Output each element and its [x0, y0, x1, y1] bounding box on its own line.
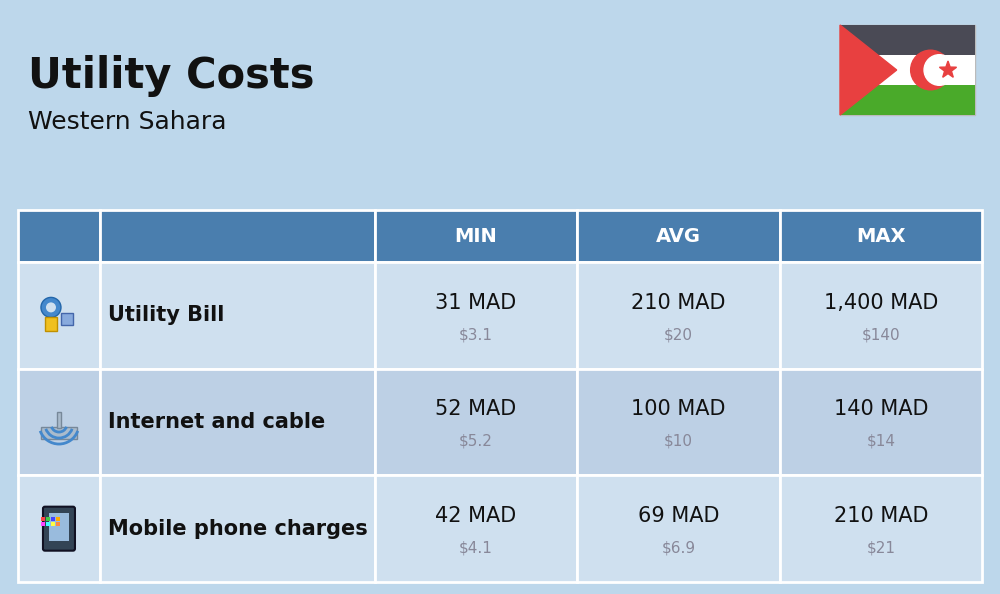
Text: MIN: MIN	[455, 226, 497, 245]
Bar	[375, 262, 577, 369]
Text: $4.1: $4.1	[459, 541, 493, 555]
Bar	[780, 262, 982, 369]
Text: 140 MAD: 140 MAD	[834, 399, 928, 419]
Bar	[41, 522, 45, 526]
Text: MAX: MAX	[856, 226, 906, 245]
Bar	[840, 25, 975, 115]
Text: Utility Bill: Utility Bill	[108, 305, 224, 326]
Bar	[46, 517, 50, 521]
Bar	[18, 369, 100, 475]
Text: $3.1: $3.1	[459, 327, 493, 342]
Text: 42 MAD: 42 MAD	[435, 506, 517, 526]
Bar	[840, 25, 975, 55]
Bar	[57, 412, 61, 428]
Bar	[577, 475, 780, 582]
Circle shape	[41, 298, 61, 317]
Text: $14: $14	[866, 434, 895, 448]
Text: 52 MAD: 52 MAD	[435, 399, 517, 419]
Bar	[56, 517, 60, 521]
Bar	[375, 210, 577, 262]
Bar	[780, 475, 982, 582]
Bar	[100, 369, 375, 475]
Polygon shape	[840, 25, 897, 115]
Bar	[49, 513, 69, 541]
Bar	[51, 522, 55, 526]
Text: $5.2: $5.2	[459, 434, 493, 448]
Bar	[18, 262, 100, 369]
Text: $20: $20	[664, 327, 693, 342]
Text: $10: $10	[664, 434, 693, 448]
Text: 210 MAD: 210 MAD	[834, 506, 928, 526]
Bar	[18, 210, 100, 262]
Circle shape	[911, 50, 950, 90]
Bar	[100, 262, 375, 369]
Bar	[577, 369, 780, 475]
Bar	[51, 517, 55, 521]
Polygon shape	[939, 61, 957, 77]
Text: 31 MAD: 31 MAD	[435, 293, 517, 312]
Text: 100 MAD: 100 MAD	[631, 399, 726, 419]
Bar	[45, 317, 57, 331]
Bar	[840, 85, 975, 115]
Bar	[100, 475, 375, 582]
Bar	[577, 262, 780, 369]
Text: AVG: AVG	[656, 226, 701, 245]
Text: 1,400 MAD: 1,400 MAD	[824, 293, 938, 312]
Bar	[61, 314, 73, 326]
Bar	[577, 210, 780, 262]
Bar	[100, 210, 375, 262]
Text: $21: $21	[866, 541, 895, 555]
Text: Internet and cable: Internet and cable	[108, 412, 325, 432]
Text: Western Sahara: Western Sahara	[28, 110, 226, 134]
Bar	[46, 522, 50, 526]
Bar	[780, 210, 982, 262]
FancyBboxPatch shape	[43, 507, 75, 551]
Text: Mobile phone charges: Mobile phone charges	[108, 519, 368, 539]
Bar	[840, 55, 975, 85]
Text: $140: $140	[861, 327, 900, 342]
Bar	[375, 369, 577, 475]
Circle shape	[46, 302, 56, 312]
Bar	[780, 369, 982, 475]
Text: $6.9: $6.9	[661, 541, 695, 555]
Bar	[41, 517, 45, 521]
Bar	[18, 475, 100, 582]
Bar	[375, 475, 577, 582]
Bar	[41, 427, 77, 439]
Circle shape	[924, 55, 955, 86]
Text: Utility Costs: Utility Costs	[28, 55, 314, 97]
Bar	[56, 522, 60, 526]
Text: 210 MAD: 210 MAD	[631, 293, 726, 312]
Text: 69 MAD: 69 MAD	[638, 506, 719, 526]
